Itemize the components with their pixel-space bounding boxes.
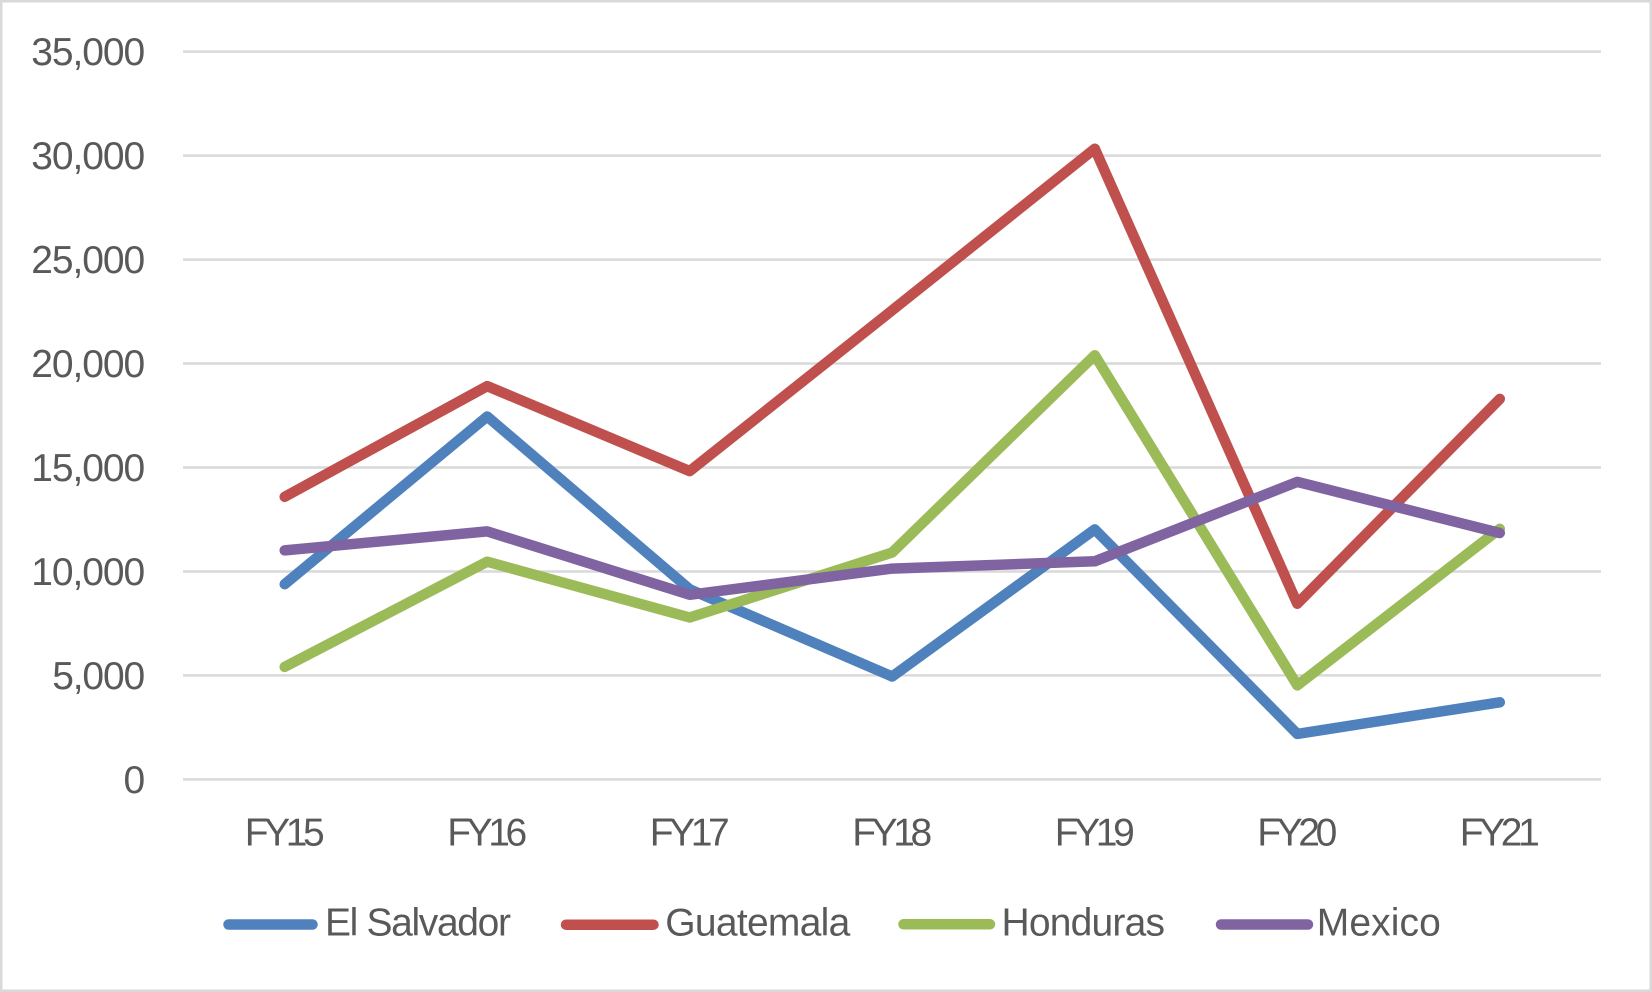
svg-text:5,000: 5,000	[52, 655, 145, 698]
svg-text:FY17: FY17	[650, 812, 730, 855]
svg-text:15,000: 15,000	[31, 447, 145, 490]
svg-text:20,000: 20,000	[31, 343, 145, 386]
svg-text:25,000: 25,000	[31, 239, 145, 282]
svg-text:10,000: 10,000	[31, 551, 145, 594]
svg-text:FY16: FY16	[447, 812, 527, 855]
svg-text:Mexico: Mexico	[1317, 902, 1441, 945]
svg-text:El Salvador: El Salvador	[325, 902, 511, 945]
svg-text:Honduras: Honduras	[1002, 902, 1166, 945]
svg-text:FY20: FY20	[1257, 812, 1337, 855]
svg-text:FY18: FY18	[852, 812, 932, 855]
svg-text:0: 0	[123, 759, 145, 802]
svg-text:FY21: FY21	[1460, 812, 1540, 855]
svg-text:FY15: FY15	[245, 812, 325, 855]
svg-text:35,000: 35,000	[31, 31, 145, 74]
svg-text:Guatemala: Guatemala	[665, 902, 850, 945]
svg-text:FY19: FY19	[1055, 812, 1135, 855]
svg-text:30,000: 30,000	[31, 135, 145, 178]
